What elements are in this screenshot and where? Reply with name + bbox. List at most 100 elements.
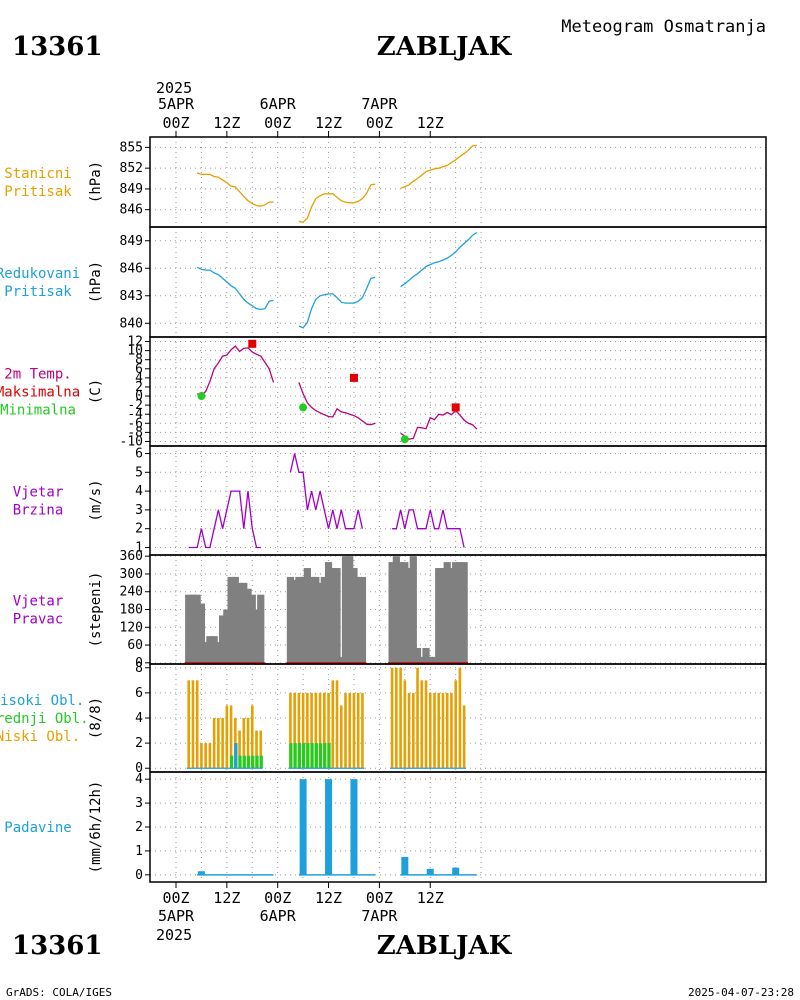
wind-direction-bar (430, 656, 439, 663)
cloud-bar (310, 743, 314, 769)
wind-direction-bar (252, 609, 261, 663)
cloud-bar (323, 692, 326, 769)
top-hour-label: 12Z (315, 114, 342, 132)
ytick-label: 4 (135, 371, 143, 386)
ytick-label: 0 (135, 389, 143, 404)
max-temp-point (451, 403, 460, 412)
series-line (400, 144, 478, 189)
cloud-bar (399, 667, 402, 769)
year-top: 2025 (156, 79, 192, 97)
cloud-bar (331, 680, 335, 769)
cloud-bar (255, 730, 258, 769)
precip-bar (299, 779, 307, 875)
cloud-bar (242, 718, 246, 769)
cloud-bar (450, 692, 453, 769)
cloud-bar (395, 667, 398, 769)
panel-label-line: Vjetar (13, 485, 64, 501)
cloud-bar (327, 743, 331, 769)
cloud-bar (259, 755, 263, 769)
cloud-bar (352, 692, 356, 769)
panel-frame (149, 663, 767, 773)
bottom-hour-label: 00Z (264, 889, 291, 907)
wind-direction-bar (354, 576, 362, 663)
cloud-bar (314, 692, 318, 769)
top-date-label: 6APR (260, 95, 297, 113)
series-line (196, 266, 274, 311)
cloud-bar (217, 718, 220, 769)
unit-label: (hPa) (88, 261, 104, 303)
ytick-label: 6 (135, 686, 143, 701)
wind-direction-bar (452, 562, 460, 663)
year-bottom: 2025 (156, 926, 192, 944)
ytick-label: 0 (135, 868, 143, 883)
station-name-bottom: ZABLJAK (377, 931, 513, 961)
cloud-bar (293, 692, 296, 769)
cloud-bar (242, 755, 246, 769)
meteogram-title: Meteogram Osmatranja (561, 17, 766, 37)
unit-label: (C) (88, 379, 104, 404)
cloud-bar (306, 743, 310, 769)
ytick-label: 360 (120, 549, 143, 564)
wind-direction-bar (312, 576, 320, 663)
cloud-bar (420, 680, 424, 769)
wind-direction-bar (320, 576, 328, 663)
wind-direction-bar (426, 656, 434, 663)
ytick-label: 12 (127, 335, 143, 350)
series-line (400, 409, 478, 440)
cloud-bar (221, 718, 224, 769)
max-temp-point (349, 373, 358, 382)
wind-direction-bar (197, 603, 206, 663)
series-line (298, 382, 376, 426)
cloud-bar (200, 743, 203, 769)
wind-direction-bar (439, 568, 447, 663)
wind-direction-bar (324, 562, 333, 663)
precip-bar (350, 779, 358, 875)
wind-direction-bar (422, 648, 430, 663)
wind-direction-bar (193, 594, 201, 663)
top-hour-label: 12Z (417, 114, 444, 132)
min-temp-point (197, 392, 206, 401)
wind-direction-bar (286, 576, 295, 663)
panel-station_pressure: 846 849 852 855 (hPa) Stanicni Pritisak (4, 136, 767, 228)
min-temp-point (299, 403, 308, 412)
wind-direction-bar (206, 636, 214, 663)
cloud-bar (390, 667, 394, 769)
panel-label-line: Redukovani (0, 266, 80, 282)
unit-label: (hPa) (88, 161, 104, 203)
timestamp-text: 2025-04-07-23:28 (688, 986, 794, 999)
ytick-label: 6 (135, 362, 143, 377)
wind-direction-bar (299, 576, 307, 663)
top-date-label: 7APR (361, 95, 398, 113)
wind-direction-bar (413, 648, 422, 663)
cloud-bar (289, 743, 293, 769)
wind-direction-bar (291, 579, 299, 663)
bottom-hour-label: 12Z (315, 889, 342, 907)
wind-direction-bar (333, 568, 341, 663)
ytick-label: 0 (135, 761, 143, 776)
wind-direction-bar (337, 656, 345, 663)
cloud-bar (306, 692, 309, 769)
ytick-label: 6 (135, 447, 143, 462)
cloud-bar (462, 705, 466, 769)
cloud-bar (191, 680, 195, 769)
cloud-bar (356, 692, 360, 769)
wind-direction-bar (350, 568, 358, 663)
panel-label-line: Vjetar (13, 594, 64, 610)
precip-bar (426, 868, 434, 875)
cloud-bar (428, 692, 432, 769)
cloud-bar (437, 692, 441, 769)
cloud-bar (246, 718, 250, 769)
wind-direction-bar (185, 594, 193, 663)
wind-direction-bar (443, 562, 451, 663)
ytick-label: 4 (135, 711, 143, 726)
panel-label-line: Pritisak (4, 284, 72, 300)
cloud-bar (195, 680, 199, 769)
cloud-bar (293, 743, 297, 769)
ytick-label: 2 (135, 820, 143, 835)
cloud-bar (246, 755, 251, 769)
cloud-bar (302, 743, 306, 769)
ytick-label: 120 (120, 620, 143, 635)
cloud-bar (318, 692, 322, 769)
panel-frame (149, 445, 767, 556)
